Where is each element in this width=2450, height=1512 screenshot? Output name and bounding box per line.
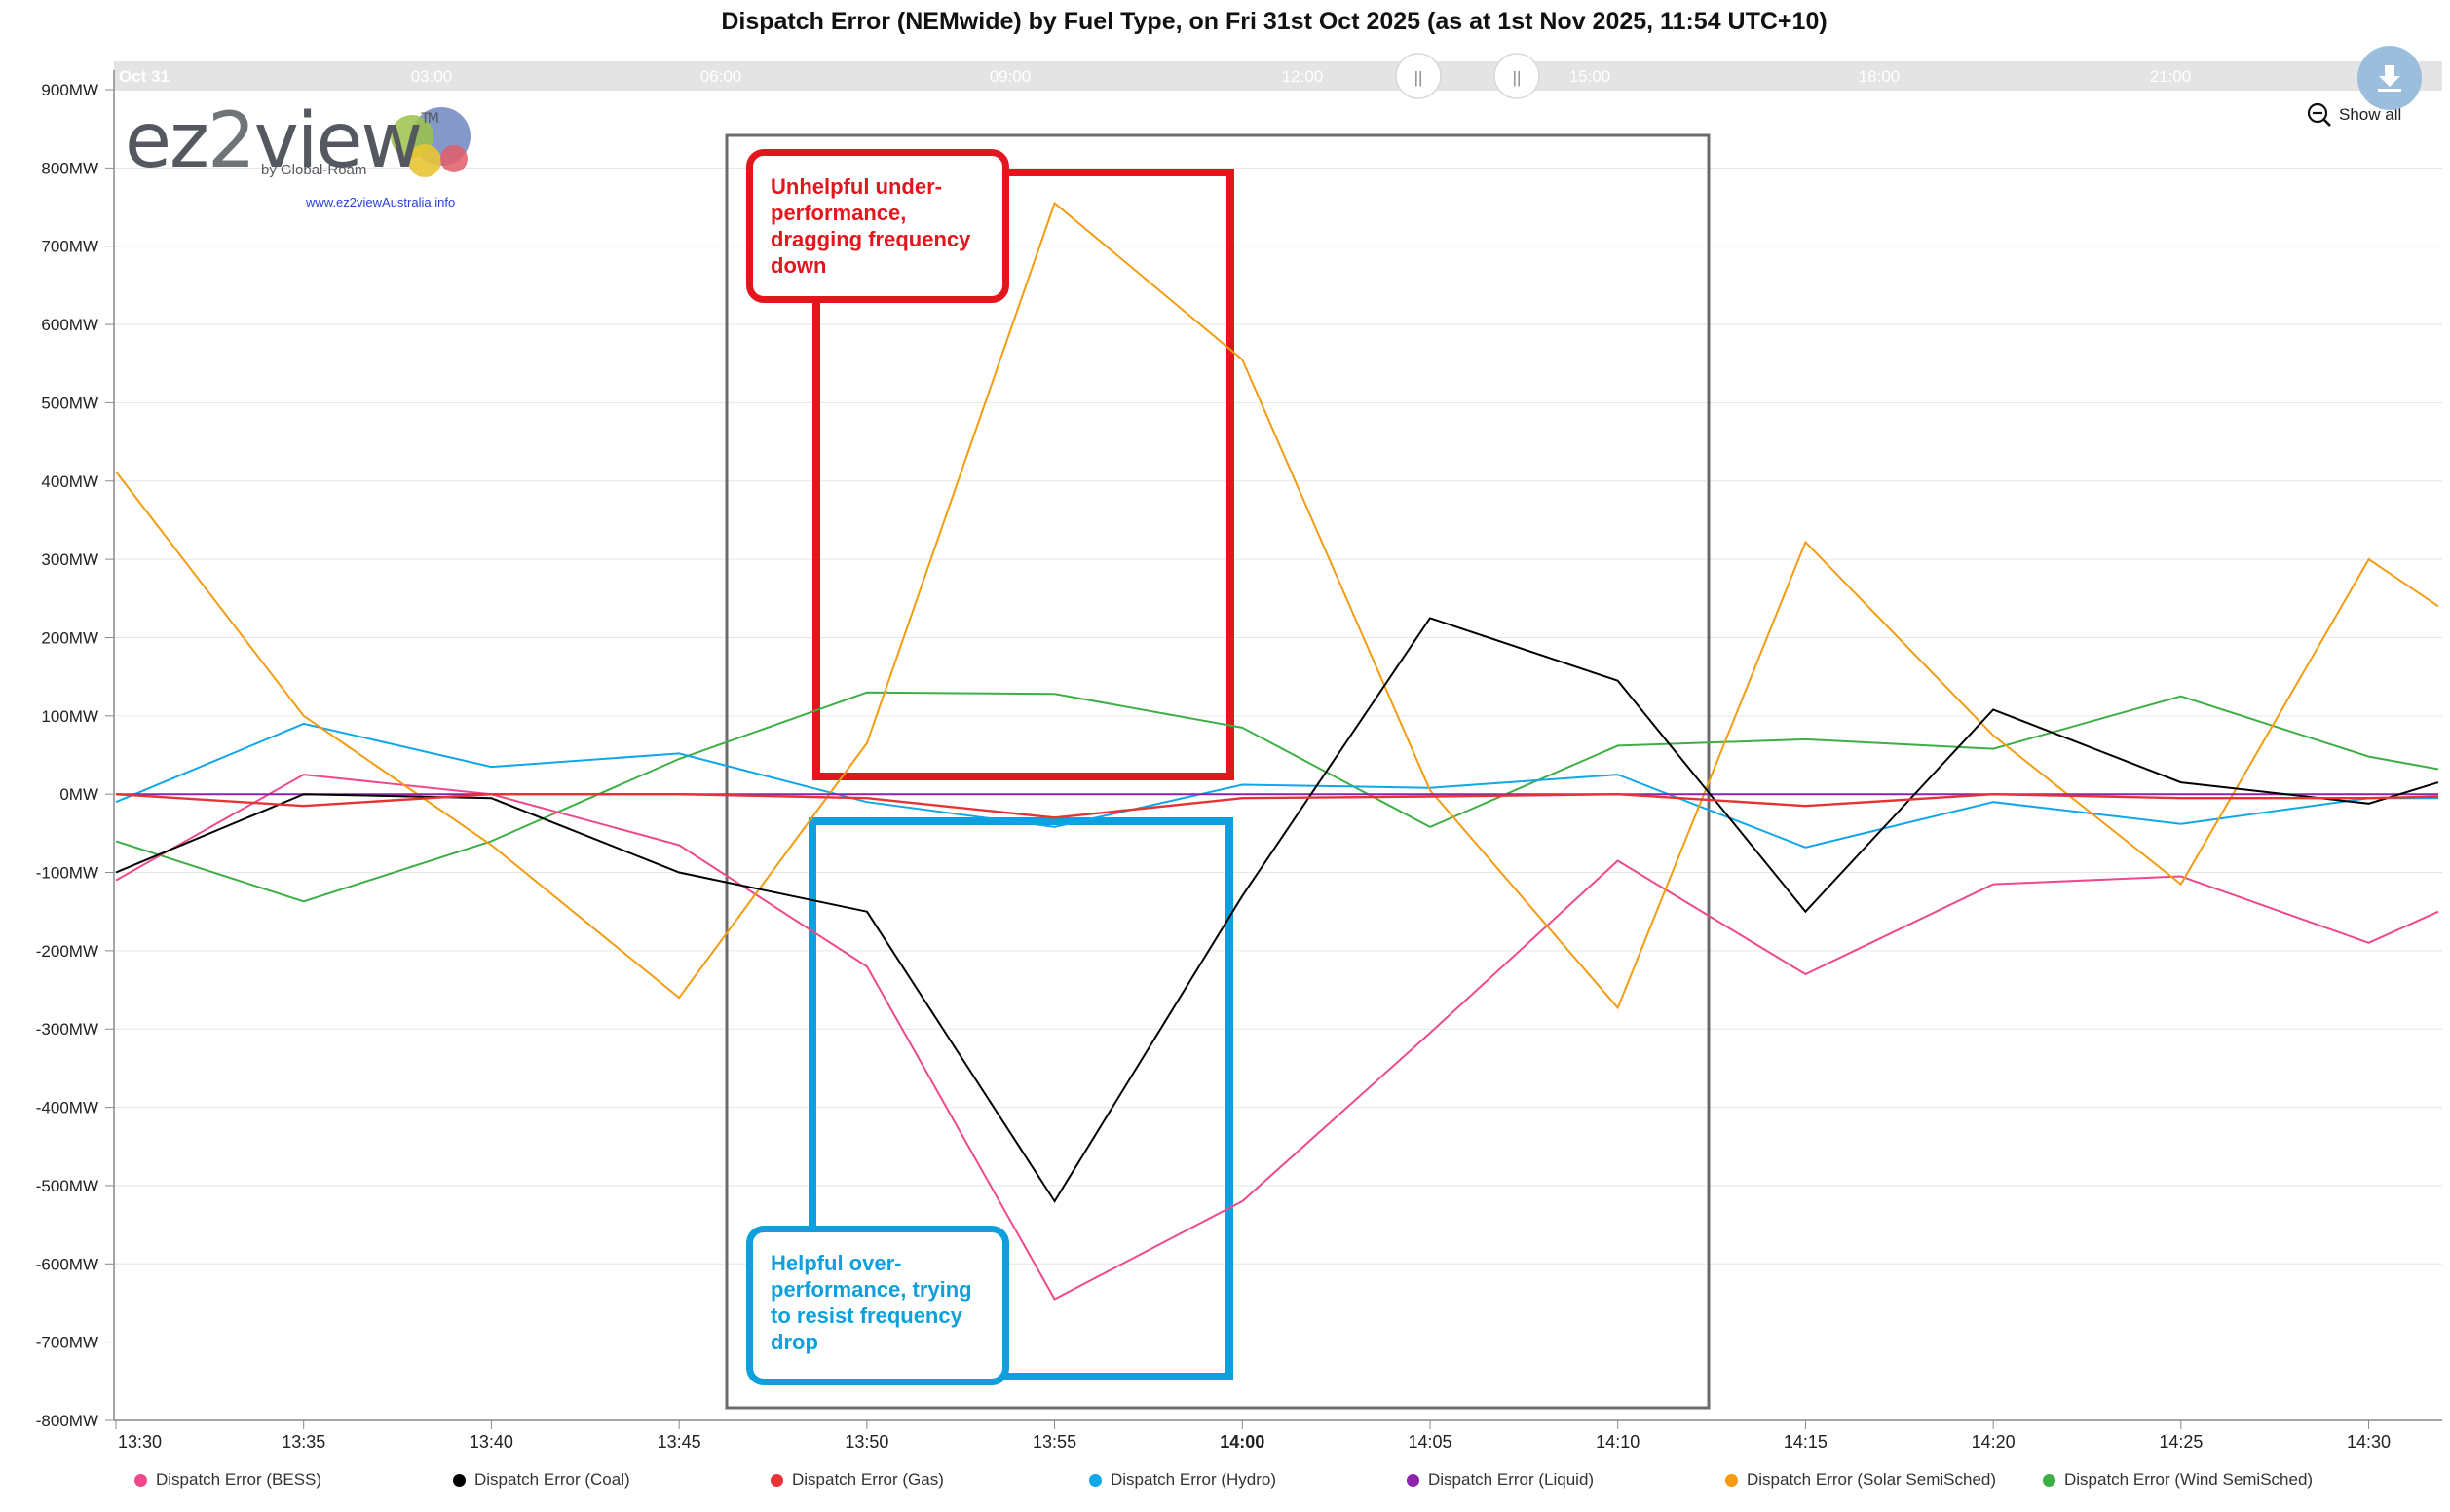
y-tick-label: -400MW <box>36 1099 98 1117</box>
logo-wordmark: ez2viewTM <box>125 97 439 185</box>
navigator-hour-label: 09:00 <box>990 67 1032 86</box>
series-lines <box>115 201 2439 1301</box>
y-tick-label: 400MW <box>41 472 98 491</box>
y-tick-label: 0MW <box>59 785 98 804</box>
navigator-hour-label: 06:00 <box>700 67 742 86</box>
navigator-handle-grip: || <box>1513 68 1522 87</box>
x-tick-label: 14:00 <box>1220 1432 1264 1452</box>
navigator-date-label: Oct 31 <box>119 67 170 86</box>
focus-window-box <box>725 133 1711 1410</box>
x-tick-label: 13:55 <box>1033 1432 1076 1452</box>
logo-circles <box>391 107 471 177</box>
legend-item-solar[interactable]: Dispatch Error (Solar SemiSched) <box>1725 1470 1996 1490</box>
logo-url-link[interactable]: www.ez2viewAustralia.info <box>306 195 456 209</box>
legend-item-hydro[interactable]: Dispatch Error (Hydro) <box>1089 1470 1276 1490</box>
legend-label: Dispatch Error (Solar SemiSched) <box>1747 1470 1997 1489</box>
series-line-hydro <box>115 722 2438 849</box>
legend-dot <box>453 1473 466 1487</box>
download-icon <box>2378 65 2401 92</box>
x-tick-label: 13:45 <box>658 1432 701 1452</box>
y-tick-label: -100MW <box>36 864 98 883</box>
under-performance-box <box>812 169 1234 780</box>
x-tick-label: 14:20 <box>1972 1432 2016 1452</box>
y-tick-label: -200MW <box>36 942 98 961</box>
zoom-out-icon <box>2307 102 2331 127</box>
series-line-solar <box>115 201 2439 1010</box>
time-navigator: Oct 31 03:00 06:00 09:00 12:00 15:00 18:00 21:0… <box>114 53 2442 99</box>
y-tick-label: 100MW <box>41 707 98 726</box>
navigator-track[interactable] <box>114 61 2442 91</box>
legend-dot <box>134 1473 147 1487</box>
callout-unhelpful: Unhelpful under-performance, dragging fr… <box>746 149 1009 303</box>
x-tick-label: 13:35 <box>282 1432 325 1452</box>
grid <box>114 89 2442 1421</box>
y-tick-label: 200MW <box>41 628 98 647</box>
legend-dot <box>771 1473 783 1487</box>
legend-dot <box>1725 1473 1738 1487</box>
axes: -800MW -700MW -600MW -500MW -400MW -300MW -200… <box>36 70 2442 1452</box>
series-line-gas <box>115 792 2439 819</box>
over-performance-box <box>809 817 1233 1380</box>
y-tick-label: 500MW <box>41 394 98 412</box>
legend-dot <box>2043 1473 2055 1487</box>
y-tick-label: 700MW <box>41 238 98 256</box>
logo-view: view <box>253 97 424 185</box>
navigator-handle-right[interactable] <box>1493 53 1540 99</box>
legend-item-liquid[interactable]: Dispatch Error (Liquid) <box>1407 1470 1594 1490</box>
x-tick-label: 14:10 <box>1596 1432 1640 1452</box>
legend-label: Dispatch Error (BESS) <box>156 1470 322 1489</box>
legend-item-bess[interactable]: Dispatch Error (BESS) <box>134 1470 321 1490</box>
navigator-hour-label: 21:00 <box>2150 67 2192 86</box>
y-tick-label: 800MW <box>41 159 98 177</box>
x-tick-label: 14:05 <box>1408 1432 1451 1452</box>
x-tick-label: 13:40 <box>470 1432 513 1452</box>
y-tick-label: 600MW <box>41 316 98 334</box>
navigator-hour-label: 12:00 <box>1282 67 1324 86</box>
legend-item-gas[interactable]: Dispatch Error (Gas) <box>771 1470 944 1490</box>
x-tick-label: 13:30 <box>118 1432 162 1452</box>
download-button[interactable] <box>2357 46 2422 110</box>
legend-label: Dispatch Error (Liquid) <box>1428 1470 1595 1489</box>
y-tick-label: 300MW <box>41 550 98 569</box>
legend-label: Dispatch Error (Coal) <box>474 1470 630 1489</box>
y-tick-label: -600MW <box>36 1255 98 1273</box>
y-tick-label: -500MW <box>36 1177 98 1195</box>
logo-ez: ez <box>125 97 209 185</box>
legend-item-wind[interactable]: Dispatch Error (Wind SemiSched) <box>2043 1470 2313 1490</box>
navigator-handle-grip: || <box>1414 68 1423 87</box>
ez2view-logo: ez2viewTM by Global-Roam www.ez2viewAust… <box>125 97 514 219</box>
legend-label: Dispatch Error (Wind SemiSched) <box>2064 1470 2314 1489</box>
navigator-hour-label: 18:00 <box>1859 67 1901 86</box>
y-tick-label: -700MW <box>36 1334 98 1352</box>
navigator-handle-left[interactable] <box>1395 53 1442 99</box>
annotation-boxes <box>725 133 1711 1410</box>
x-tick-label: 14:30 <box>2347 1432 2391 1452</box>
y-tick-label: 900MW <box>41 81 98 99</box>
legend-label: Dispatch Error (Hydro) <box>1111 1470 1277 1489</box>
x-tick-label: 14:25 <box>2159 1432 2203 1452</box>
logo-2: 2 <box>207 97 256 185</box>
y-tick-label: -300MW <box>36 1020 98 1039</box>
x-tick-label: 13:50 <box>845 1432 888 1452</box>
series-line-coal <box>115 617 2439 1203</box>
legend: Dispatch Error (BESS) Dispatch Error (Coa… <box>0 1470 2450 1499</box>
series-line-bess <box>115 774 2439 1301</box>
y-tick-label: -800MW <box>36 1412 98 1430</box>
chart-title: Dispatch Error (NEMwide) by Fuel Type, o… <box>721 8 1827 35</box>
series-line-wind <box>115 691 2439 903</box>
callout-helpful: Helpful over-performance, trying to resi… <box>746 1226 1009 1385</box>
logo-subtitle: by Global-Roam <box>261 162 367 178</box>
legend-dot <box>1089 1473 1102 1487</box>
x-tick-label: 14:15 <box>1784 1432 1828 1452</box>
legend-dot <box>1407 1473 1419 1487</box>
legend-label: Dispatch Error (Gas) <box>792 1470 944 1489</box>
navigator-hour-label: 03:00 <box>411 67 453 86</box>
legend-item-coal[interactable]: Dispatch Error (Coal) <box>453 1470 630 1490</box>
navigator-hour-label: 15:00 <box>1569 67 1611 86</box>
logo-tm: TM <box>421 111 439 127</box>
